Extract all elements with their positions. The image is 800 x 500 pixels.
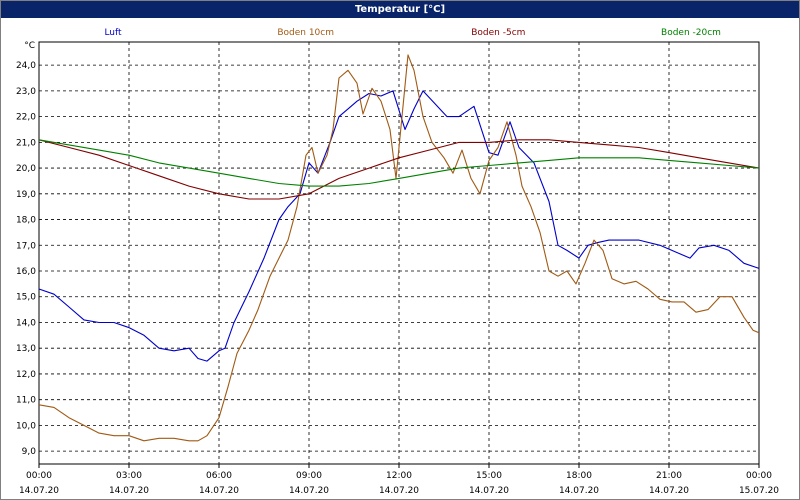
y-tick-label: 22,0 bbox=[16, 113, 36, 123]
y-tick-label: 21,0 bbox=[16, 138, 36, 148]
y-tick-label: 24,0 bbox=[16, 61, 36, 71]
y-tick-label: 18,0 bbox=[16, 216, 36, 226]
y-tick-label: 14,0 bbox=[16, 318, 36, 328]
y-tick-label: 23,0 bbox=[16, 87, 36, 97]
x-tick-date: 14.07.20 bbox=[199, 486, 239, 496]
x-tick-date: 14.07.20 bbox=[559, 486, 599, 496]
series-line-boden-10cm bbox=[38, 54, 760, 442]
y-tick-label: 12,0 bbox=[16, 370, 36, 380]
x-tick-date: 15.07.20 bbox=[739, 486, 779, 496]
series-line-luft bbox=[38, 90, 760, 362]
x-tick-time: 18:00 bbox=[566, 471, 592, 481]
series-line-boden-5cm bbox=[38, 139, 760, 200]
y-unit-label: °C bbox=[24, 41, 35, 51]
x-tick-time: 00:00 bbox=[746, 471, 772, 481]
legend-entry-boden-10cm: Boden 10cm bbox=[277, 28, 334, 38]
y-tick-label: 16,0 bbox=[16, 267, 36, 277]
x-tick-date: 14.07.20 bbox=[289, 486, 329, 496]
chart-title: Temperatur [°C] bbox=[1, 1, 799, 18]
legend-entry-boden-20cm: Boden -20cm bbox=[661, 28, 721, 38]
y-tick-label: 10,0 bbox=[16, 421, 36, 431]
x-tick-date: 14.07.20 bbox=[469, 486, 509, 496]
x-tick-date: 14.07.20 bbox=[379, 486, 419, 496]
y-tick-label: 9,0 bbox=[22, 447, 37, 457]
legend-entry-luft: Luft bbox=[104, 28, 122, 38]
series-line-boden-20cm bbox=[38, 139, 760, 187]
y-tick-label: 13,0 bbox=[16, 344, 36, 354]
x-tick-time: 00:00 bbox=[26, 471, 52, 481]
legend-entry-boden-5cm: Boden -5cm bbox=[471, 28, 525, 38]
y-tick-label: 11,0 bbox=[16, 396, 36, 406]
x-tick-time: 03:00 bbox=[116, 471, 142, 481]
x-tick-time: 15:00 bbox=[476, 471, 502, 481]
x-tick-date: 14.07.20 bbox=[109, 486, 149, 496]
x-tick-date: 14.07.20 bbox=[19, 486, 59, 496]
y-tick-label: 19,0 bbox=[16, 190, 36, 200]
x-tick-time: 06:00 bbox=[206, 471, 232, 481]
x-tick-time: 21:00 bbox=[656, 471, 682, 481]
x-tick-time: 12:00 bbox=[386, 471, 412, 481]
y-tick-label: 20,0 bbox=[16, 164, 36, 174]
x-tick-date: 14.07.20 bbox=[649, 486, 689, 496]
x-tick-time: 09:00 bbox=[296, 471, 322, 481]
y-tick-label: 17,0 bbox=[16, 241, 36, 251]
y-tick-label: 15,0 bbox=[16, 293, 36, 303]
